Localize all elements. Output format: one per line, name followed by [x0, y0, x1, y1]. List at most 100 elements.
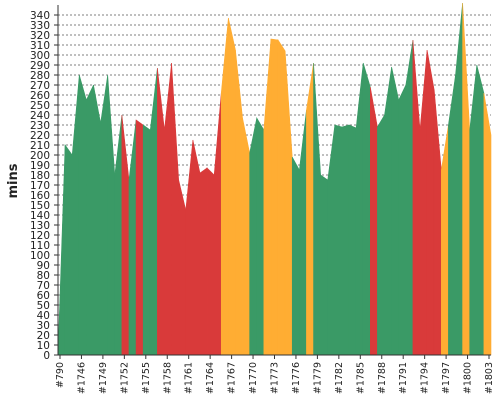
x-tick-label: #1791 — [398, 362, 409, 394]
y-tick-label: 310 — [30, 40, 50, 52]
area-segment — [355, 62, 364, 356]
y-tick-label: 170 — [30, 180, 50, 192]
area-segment — [178, 179, 187, 356]
area-segment — [149, 67, 158, 356]
y-tick-label: 20 — [37, 330, 50, 342]
y-tick-label: 10 — [37, 340, 50, 352]
area-segment — [391, 66, 400, 356]
area-segment — [192, 139, 201, 356]
y-tick-label: 100 — [30, 250, 50, 262]
area-segment — [405, 39, 414, 356]
y-tick-label: 50 — [37, 300, 50, 312]
y-tick-label: 250 — [30, 100, 50, 112]
area-segment — [78, 74, 87, 356]
area-segment — [263, 38, 272, 356]
area-segment — [462, 2, 471, 356]
area-segment — [185, 139, 194, 356]
area-segment — [334, 124, 343, 356]
area-segment — [284, 50, 293, 356]
area-segment — [398, 84, 407, 356]
area-segment — [164, 62, 172, 356]
area-segment — [249, 117, 258, 356]
area-segment — [348, 124, 357, 356]
area-segment — [93, 84, 101, 356]
x-tick-label: #1758 — [162, 362, 173, 394]
y-tick-label: 320 — [30, 30, 50, 42]
area-segment — [199, 167, 208, 356]
x-tick-label: #1788 — [377, 362, 388, 394]
area-segment — [327, 124, 336, 356]
area-segment — [228, 17, 236, 356]
x-tick-label: #1773 — [270, 362, 281, 394]
x-tick-labels: #790 #1746 #1749 #1752 #1755 #1758 #1761 #1764 #… — [55, 355, 495, 394]
x-tick-label: #1752 — [119, 362, 130, 394]
x-tick-label: #1785 — [355, 362, 366, 394]
y-tick-label: 260 — [30, 90, 50, 102]
area-segment — [377, 113, 385, 356]
area-segment — [242, 117, 250, 356]
area-segment — [412, 39, 421, 356]
x-tick-label: #1797 — [441, 362, 452, 394]
area-segment — [100, 74, 108, 356]
x-tick-label: #1746 — [76, 362, 87, 394]
x-tick-label: #1776 — [291, 362, 302, 394]
area-segment — [483, 92, 492, 356]
y-axis-title: mins — [6, 163, 21, 198]
y-tick-label: 30 — [37, 320, 50, 332]
area-segment — [306, 62, 314, 356]
x-tick-label: #1782 — [334, 362, 345, 394]
area-segment — [433, 89, 442, 356]
area-segment — [313, 62, 321, 356]
y-tick-label: 80 — [37, 270, 50, 282]
y-tick-label: 120 — [30, 230, 50, 242]
area-segment — [469, 64, 478, 356]
y-tick-label: 220 — [30, 130, 50, 142]
area-segment — [57, 144, 66, 356]
area-segment — [71, 74, 80, 356]
x-tick-label: #1800 — [463, 362, 474, 394]
area-segment — [419, 49, 428, 356]
area-segment — [206, 167, 215, 356]
y-tick-label: 60 — [37, 290, 50, 302]
area-segment — [86, 84, 94, 356]
y-tick-label: 340 — [30, 10, 50, 22]
y-tick-label: 90 — [37, 260, 50, 272]
y-tick-label: 240 — [30, 110, 50, 122]
x-tick-label: #790 — [55, 362, 66, 388]
area-segment — [270, 38, 279, 356]
y-tick-label: 280 — [30, 70, 50, 82]
x-tick-label: #1749 — [98, 362, 109, 394]
x-tick-label: #1764 — [205, 362, 216, 394]
area-segment — [299, 109, 307, 356]
x-tick-label: #1770 — [248, 362, 259, 394]
y-tick-label: 130 — [30, 220, 50, 232]
area-segment — [107, 74, 116, 356]
y-tick-label: 200 — [30, 150, 50, 162]
y-tick-label: 140 — [30, 210, 50, 222]
area-segments — [57, 2, 492, 356]
y-tick-label: 290 — [30, 60, 50, 72]
area-segment — [476, 64, 485, 356]
area-segment — [341, 124, 350, 356]
y-tick-label: 160 — [30, 190, 50, 202]
area-segment — [448, 74, 456, 356]
x-tick-label: #1803 — [484, 362, 495, 394]
y-tick-label: 190 — [30, 160, 50, 172]
area-segment — [426, 49, 435, 356]
area-segment — [384, 66, 392, 356]
x-tick-label: #1761 — [184, 362, 195, 394]
y-tick-label: 0 — [43, 350, 50, 362]
area-segment — [320, 174, 329, 356]
area-segment — [121, 114, 130, 356]
area-segment — [171, 62, 179, 356]
y-tick-label: 230 — [30, 120, 50, 132]
area-segment — [370, 86, 378, 356]
area-segment — [142, 124, 151, 356]
x-tick-label: #1779 — [312, 362, 323, 394]
y-tick-label: 40 — [37, 310, 50, 322]
area-segment — [64, 144, 73, 356]
x-tick-label: #1755 — [141, 362, 152, 394]
y-tick-label: 70 — [37, 280, 50, 292]
